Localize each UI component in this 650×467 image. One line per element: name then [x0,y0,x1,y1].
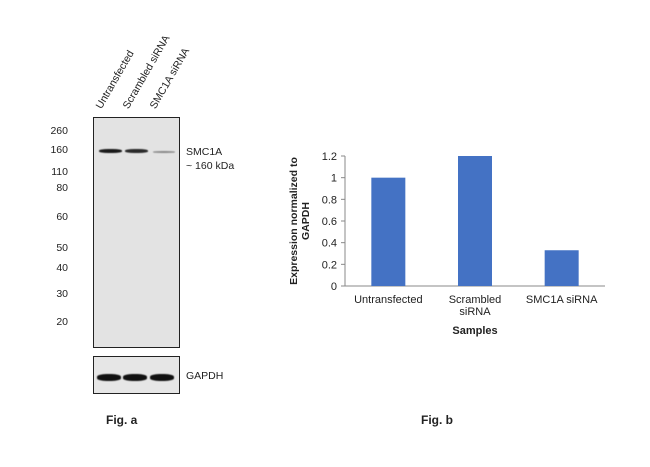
mw-marker-30: 30 [56,288,68,300]
mw-marker-110: 110 [51,166,68,178]
y-axis-label: Expression normalized to [288,157,300,285]
mw-marker-80: 80 [56,182,68,194]
blot-membrane-gapdh [93,356,180,394]
y-tick-label: 0.2 [322,259,337,271]
gapdh-band-sirna [150,374,174,381]
x-axis-label: Samples [452,325,497,337]
y-tick-label: 0.8 [322,194,337,206]
y-tick-label: 0.4 [322,238,337,250]
smc1a-band-sirna [153,151,175,153]
target-protein-label: SMC1A [186,146,223,158]
bar [544,250,579,286]
figure-label-a: Fig. a [106,413,138,427]
mw-marker-60: 60 [56,211,68,223]
gapdh-band-untransfected [97,374,121,381]
y-axis-label: GAPDH [300,202,312,240]
mw-marker-260: 260 [50,125,68,137]
x-tick-label: Scrambled [449,294,502,306]
y-tick-label: 1.2 [322,151,337,163]
bar [458,156,492,286]
y-tick-label: 1 [331,173,337,185]
x-tick-label: siRNA [459,306,491,318]
mw-marker-20: 20 [56,316,68,328]
loading-control-label: GAPDH [186,370,224,382]
bar-chart: 0 0.2 0.4 0.6 0.8 1 1.2 Untransfected Scrambleds… [288,151,605,337]
smc1a-band-scrambled [125,149,148,153]
smc1a-band-untransfected [99,149,122,153]
blot-membrane-main [93,117,180,348]
mw-marker-160: 160 [50,144,68,156]
mw-marker-50: 50 [56,242,68,254]
y-tick-label: 0 [331,281,337,293]
target-size-label: ~ 160 kDa [186,160,235,172]
x-tick-label: SMC1A siRNA [526,294,598,306]
bar [371,177,406,286]
x-tick-label: Untransfected [354,294,422,306]
gapdh-band-scrambled [123,374,147,381]
y-tick-label: 0.6 [322,216,337,228]
figure-label-b: Fig. b [421,413,453,427]
mw-marker-40: 40 [56,262,68,274]
